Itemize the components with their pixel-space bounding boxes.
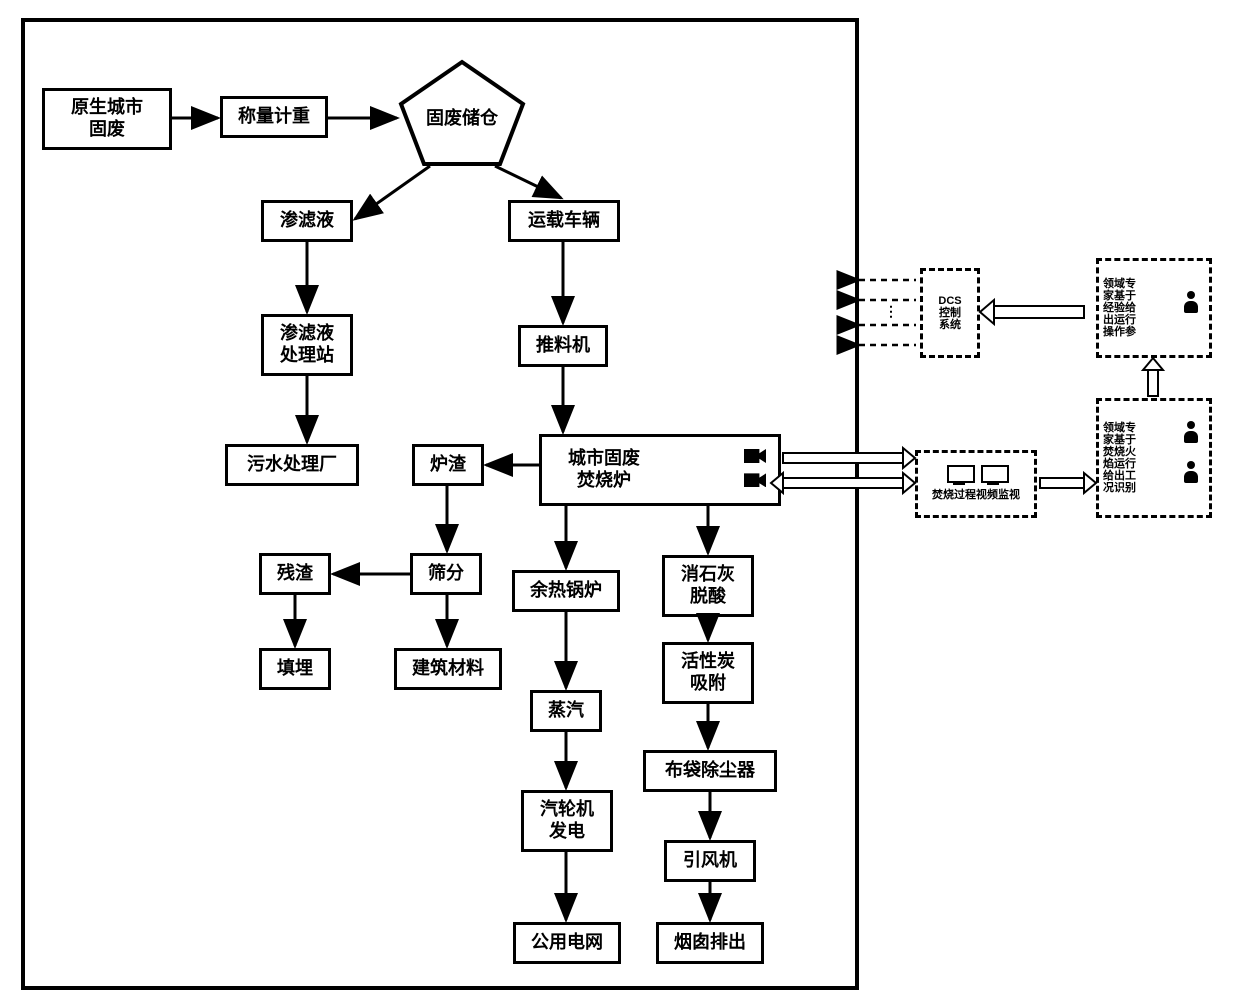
- label: 活性炭 吸附: [681, 651, 735, 694]
- node-incinerator: 城市固废 焚烧炉: [539, 434, 781, 506]
- node-boiler: 余热锅炉: [512, 570, 620, 612]
- node-fan: 引风机: [664, 840, 756, 882]
- node-raw-waste: 原生城市 固废: [42, 88, 172, 150]
- label: 城市固废 焚烧炉: [568, 448, 640, 491]
- node-leachate-station: 渗滤液 处理站: [261, 314, 353, 376]
- label: 推料机: [536, 335, 590, 357]
- node-sewage-plant: 污水处理厂: [225, 444, 359, 486]
- node-lime: 消石灰 脱酸: [662, 555, 754, 617]
- label: 焚烧过程视频监视: [932, 489, 1020, 502]
- diagram-canvas: 原生城市 固废 称量计重 固废储仓 渗滤液 运载车辆 渗滤液 处理站 推料机 污…: [0, 0, 1240, 999]
- label: 填埋: [277, 658, 313, 680]
- node-carbon: 活性炭 吸附: [662, 642, 754, 704]
- label: 运载车辆: [528, 210, 600, 232]
- node-grid: 公用电网: [513, 922, 621, 964]
- monitor-icon: [947, 465, 971, 485]
- node-steam: 蒸汽: [530, 690, 602, 732]
- camera-icon: [744, 471, 766, 493]
- monitor-icon: [981, 465, 1005, 485]
- label: 固废储仓: [426, 108, 498, 128]
- label: 渗滤液 处理站: [280, 323, 334, 366]
- label: 炉渣: [430, 454, 466, 476]
- label: 布袋除尘器: [665, 760, 755, 782]
- node-landfill: 填埋: [259, 648, 331, 690]
- node-sieving: 筛分: [410, 553, 482, 595]
- node-storage: 固废储仓: [397, 58, 527, 168]
- label: 领域专 家基于 经验给 出运行 操作参: [1103, 278, 1136, 338]
- label: 引风机: [683, 850, 737, 872]
- node-pusher: 推料机: [518, 325, 608, 367]
- label: 蒸汽: [548, 700, 584, 722]
- label: 领域专 家基于 焚烧火 焰运行 给出工 况识别: [1103, 422, 1136, 494]
- node-vehicle: 运载车辆: [508, 200, 620, 242]
- node-ops: 领域专 家基于 经验给 出运行 操作参: [1096, 258, 1212, 358]
- person-icon: [1181, 291, 1201, 317]
- person-icon: [1181, 421, 1201, 447]
- node-dcs: DCS 控制 系统: [920, 268, 980, 358]
- label: 污水处理厂: [247, 454, 337, 476]
- node-slag: 炉渣: [412, 444, 484, 486]
- label: 渗滤液: [280, 210, 334, 232]
- label: 建筑材料: [412, 658, 484, 680]
- label: 筛分: [428, 563, 464, 585]
- node-turbine: 汽轮机 发电: [521, 790, 613, 852]
- label: 残渣: [277, 563, 313, 585]
- label: 余热锅炉: [530, 580, 602, 602]
- label: 称量计重: [238, 106, 310, 128]
- label: 烟囱排出: [674, 932, 746, 954]
- node-weighing: 称量计重: [220, 96, 328, 138]
- node-building-mat: 建筑材料: [394, 648, 502, 690]
- node-residue: 残渣: [259, 553, 331, 595]
- node-leachate: 渗滤液: [261, 200, 353, 242]
- svg-text:⋮: ⋮: [884, 303, 898, 319]
- node-baghouse: 布袋除尘器: [643, 750, 777, 792]
- label: 汽轮机 发电: [540, 799, 594, 842]
- label: DCS 控制 系统: [938, 295, 961, 331]
- person-icon: [1181, 461, 1201, 487]
- node-video: 焚烧过程视频监视: [915, 450, 1037, 518]
- node-recog: 领域专 家基于 焚烧火 焰运行 给出工 况识别: [1096, 398, 1212, 518]
- label: 原生城市 固废: [71, 97, 143, 140]
- node-chimney: 烟囱排出: [656, 922, 764, 964]
- camera-icon: [744, 447, 766, 469]
- label: 公用电网: [531, 932, 603, 954]
- label: 消石灰 脱酸: [681, 564, 735, 607]
